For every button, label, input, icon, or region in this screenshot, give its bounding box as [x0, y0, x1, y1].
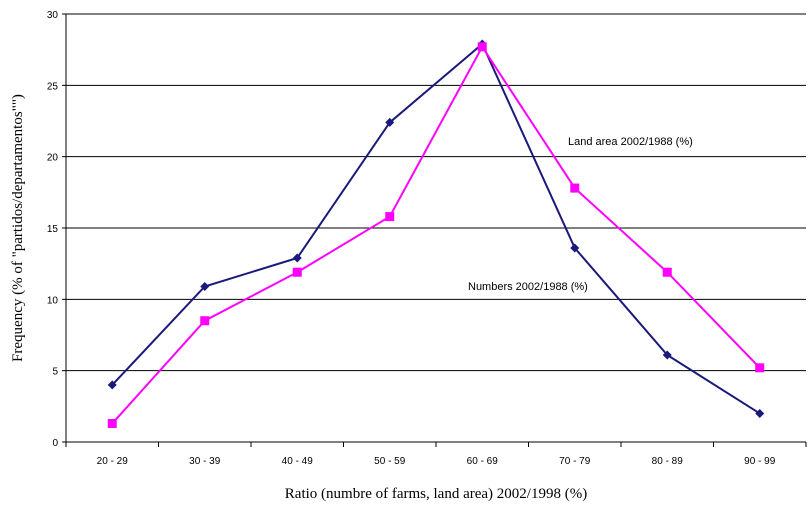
series-lines	[107, 39, 765, 428]
x-tick-label: 70 - 79	[559, 456, 591, 467]
data-point-square	[477, 42, 487, 52]
data-point-diamond	[662, 350, 672, 360]
y-tick-label: 25	[47, 81, 59, 92]
data-point-square	[385, 212, 395, 222]
y-axis-ticks: 0 5 10 15 20 25 30	[47, 10, 66, 449]
data-point-square	[662, 267, 672, 277]
data-point-diamond	[107, 380, 117, 390]
y-axis-title: Frequency (% of "partidos/departamentos"…	[10, 94, 26, 362]
x-tick-label: 90 - 99	[744, 456, 776, 467]
y-tick-label: 0	[52, 438, 58, 449]
x-tick-label: 20 - 29	[97, 456, 129, 467]
data-point-square	[570, 183, 580, 193]
series-line	[111, 44, 761, 425]
data-point-square	[755, 363, 765, 373]
data-point-diamond	[292, 253, 302, 263]
annotation-land-area: Land area 2002/1988 (%)	[568, 136, 693, 148]
x-tick-label: 60 - 69	[467, 456, 499, 467]
data-point-square	[292, 267, 302, 277]
data-point-square	[107, 418, 117, 428]
y-tick-label: 10	[47, 295, 59, 306]
y-tick-label: 15	[47, 224, 59, 235]
series-line	[111, 42, 761, 415]
series-annotations: Land area 2002/1988 (%) Numbers 2002/1988…	[468, 136, 693, 293]
data-point-diamond	[200, 281, 210, 291]
y-tick-label: 30	[47, 10, 59, 21]
x-tick-label: 80 - 89	[652, 456, 684, 467]
x-tick-label: 30 - 39	[189, 456, 221, 467]
x-axis-title: Ratio (numbre of farms, land area) 2002/…	[285, 486, 587, 502]
y-tick-label: 20	[47, 153, 59, 164]
series-2	[107, 42, 765, 428]
data-point-diamond	[755, 408, 765, 418]
x-axis-ticks: 20 - 29 30 - 39 40 - 49 50 - 59 60 - 69 70 - …	[65, 442, 807, 467]
x-tick-label: 40 - 49	[282, 456, 314, 467]
gridlines	[66, 13, 806, 372]
y-tick-label: 5	[52, 367, 58, 378]
data-point-diamond	[570, 243, 580, 253]
data-point-diamond	[385, 117, 395, 127]
data-point-square	[200, 316, 210, 326]
annotation-numbers: Numbers 2002/1988 (%)	[468, 281, 588, 293]
series-1	[107, 39, 765, 418]
x-tick-label: 50 - 59	[374, 456, 406, 467]
